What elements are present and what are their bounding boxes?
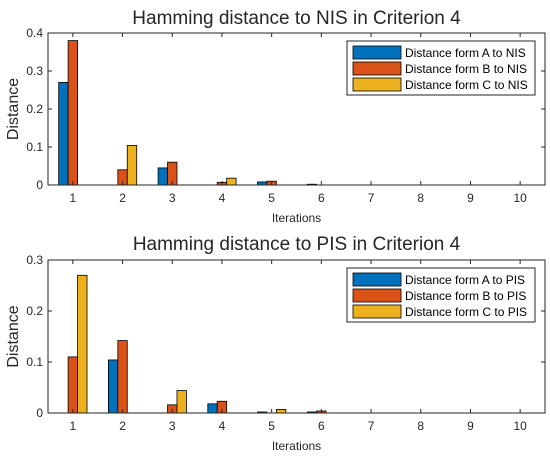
y-axis: 0 0.1 0.2 0.3 0.4 [26, 26, 545, 192]
x-tick-label: 9 [467, 419, 474, 433]
bar [157, 167, 168, 186]
x-tick-label: 10 [513, 419, 527, 433]
legend: Distance form A to PIS Distance form B to… [346, 267, 536, 323]
y-tick-label: 0 [36, 406, 43, 420]
bar [67, 356, 78, 414]
x-tick-label: 6 [318, 191, 325, 205]
bar [117, 340, 128, 414]
x-tick-label: 1 [70, 191, 77, 205]
legend-label: Distance form A to PIS [405, 273, 525, 287]
x-tick-label: 7 [368, 191, 375, 205]
y-tick-label: 0.1 [26, 140, 43, 154]
bars [67, 274, 327, 414]
legend-label: Distance form B to NIS [405, 62, 527, 76]
y-axis-label: Distance [5, 78, 22, 140]
legend-label: Distance form C to NIS [405, 78, 528, 92]
bar [107, 359, 119, 414]
y-axis-label: Distance [5, 305, 22, 367]
x-tick-label: 1 [70, 419, 77, 433]
legend-label: Distance form C to PIS [405, 305, 527, 319]
legend-label: Distance form A to NIS [405, 46, 526, 60]
bars [58, 40, 318, 186]
x-tick-label: 9 [467, 191, 474, 205]
x-tick-label: 7 [368, 419, 375, 433]
y-tick-label: 0.2 [26, 102, 43, 116]
x-tick-label: 3 [169, 419, 176, 433]
bar [126, 145, 138, 186]
chart-title: Hamming distance to NIS in Criterion 4 [132, 8, 461, 29]
y-axis: 0 0.1 0.2 0.3 [26, 253, 545, 420]
x-tick-label: 5 [268, 191, 275, 205]
x-axis-label: Iterations [272, 211, 321, 225]
legend: Distance form A to NIS Distance form B to… [346, 40, 536, 96]
x-tick-label: 2 [119, 191, 126, 205]
x-tick-label: 5 [268, 419, 275, 433]
chart-panel-1: Hamming distance to NIS in Criterion 4 1 2… [5, 8, 546, 225]
x-axis: 1 2 3 4 5 6 7 8 9 10 [70, 33, 527, 205]
legend-swatch [352, 272, 402, 287]
x-tick-label: 3 [169, 191, 176, 205]
bar [207, 403, 218, 414]
y-tick-label: 0.3 [26, 64, 43, 78]
x-tick-label: 2 [119, 419, 126, 433]
legend-swatch [352, 45, 402, 60]
bar [77, 274, 88, 414]
y-tick-label: 0 [36, 178, 43, 192]
x-tick-label: 8 [417, 419, 424, 433]
x-axis: 1 2 3 4 5 6 7 8 9 10 [70, 260, 527, 433]
x-tick-label: 4 [219, 419, 226, 433]
chart-panel-2: Hamming distance to PIS in Criterion 4 1 2… [5, 234, 546, 453]
bar [58, 82, 69, 186]
x-tick-label: 10 [513, 191, 527, 205]
chart-title: Hamming distance to PIS in Criterion 4 [133, 234, 461, 255]
bar [226, 177, 237, 186]
legend-swatch [352, 304, 402, 319]
axes-box [47, 259, 546, 414]
bar [67, 40, 78, 186]
x-tick-label: 8 [417, 191, 424, 205]
legend-swatch [352, 77, 402, 92]
x-axis-label: Iterations [272, 439, 321, 453]
legend-swatch [352, 288, 402, 303]
y-tick-label: 0.4 [26, 26, 43, 40]
bar [275, 409, 287, 414]
x-tick-label: 6 [318, 419, 325, 433]
x-tick-label: 4 [219, 191, 226, 205]
legend-label: Distance form B to PIS [405, 289, 526, 303]
legend-swatch [352, 61, 402, 76]
y-tick-label: 0.1 [26, 355, 43, 369]
bar [176, 390, 187, 414]
y-tick-label: 0.2 [26, 304, 43, 318]
y-tick-label: 0.3 [26, 253, 43, 267]
